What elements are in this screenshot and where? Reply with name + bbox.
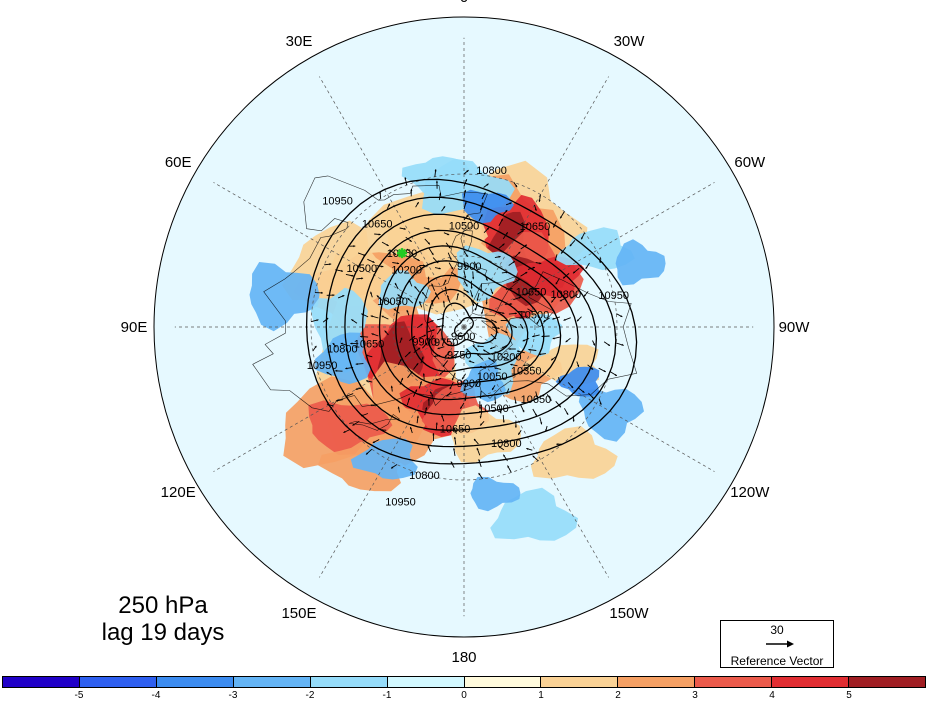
colorbar-swatch — [310, 677, 388, 687]
colorbar-swatch — [772, 677, 850, 687]
longitude-label: 0 — [460, 0, 468, 6]
longitude-label: 90E — [121, 319, 148, 336]
lag-text: lag 19 days — [101, 619, 225, 646]
colorbar-swatch — [387, 677, 465, 687]
contour-label: 10800 — [476, 165, 507, 177]
reference-vector-box: 30 Reference Vector — [720, 620, 834, 668]
contour-label: 9600 — [451, 331, 475, 343]
colorbar-tick-label: -3 — [228, 690, 238, 701]
longitude-labels: 0 30W 60W 90W 120W 150W 180 150E 120E 90E 60E 30E — [121, 0, 811, 666]
colorbar-tick-label: 0 — [461, 690, 467, 701]
contour-label: 9750 — [434, 337, 458, 349]
longitude-label: 120W — [730, 484, 770, 501]
contour-label: 9900 — [457, 378, 481, 390]
contour-label: 10200 — [491, 352, 522, 364]
contour-label: 10650 — [520, 221, 551, 233]
longitude-label: 120E — [161, 484, 196, 501]
reference-vector-value: 30 — [770, 623, 784, 637]
contour-label: 10500 — [347, 263, 378, 275]
longitude-label: 30E — [286, 33, 313, 50]
colorbar-swatch — [464, 677, 542, 687]
colorbar-tick-label: -4 — [151, 690, 161, 701]
panel-title: 250 hPa lag 19 days — [98, 592, 228, 646]
reference-arrow-icon — [766, 640, 794, 648]
colorbar-tick-label: -5 — [74, 690, 84, 701]
longitude-label: 30W — [614, 33, 646, 50]
longitude-label: 180 — [451, 649, 476, 666]
contour-label: 10650 — [521, 394, 552, 406]
colorbar-tick-label: 1 — [538, 690, 544, 701]
longitude-label: 60E — [165, 154, 192, 171]
colorbar-swatch — [695, 677, 773, 687]
contour-label: 10500 — [449, 220, 480, 232]
contour-label: 10800 — [409, 470, 440, 482]
colorbar-tick-labels: -5 -4 -3 -2 -1 0 1 2 3 4 5 — [2, 690, 926, 702]
longitude-label: 150E — [281, 605, 316, 622]
contour-label: 9900 — [457, 261, 481, 273]
colorbar-tick-label: -1 — [382, 690, 392, 701]
contour-label: 9750 — [447, 349, 471, 361]
contour-label: 10200 — [391, 265, 422, 277]
colorbar-swatch — [3, 677, 80, 687]
contour-label: 10950 — [598, 290, 629, 302]
contour-label: 10800 — [551, 289, 582, 301]
longitude-label: 150W — [609, 605, 649, 622]
colorbar-swatch — [233, 677, 311, 687]
contour-label: 10050 — [477, 371, 508, 383]
colorbar-swatch — [541, 677, 619, 687]
contour-label: 10650 — [516, 286, 547, 298]
contour-label: 10650 — [362, 219, 393, 231]
colorbar-swatch — [156, 677, 234, 687]
contour-label: 10950 — [307, 360, 338, 372]
contour-label: 10800 — [327, 344, 358, 356]
colorbar — [2, 676, 926, 688]
longitude-label: 60W — [734, 154, 766, 171]
colorbar-tick-label: 3 — [692, 690, 698, 701]
contour-label: 10350 — [511, 366, 542, 378]
contour-label: 10050 — [377, 296, 408, 308]
colorbar-tick-label: 4 — [769, 690, 775, 701]
contour-label: 10950 — [322, 196, 353, 208]
colorbar-tick-label: -2 — [305, 690, 315, 701]
colorbar-tick-label: 5 — [846, 690, 852, 701]
pressure-level-text: 250 hPa — [118, 592, 208, 619]
colorbar-swatch — [618, 677, 696, 687]
reference-vector-label: Reference Vector — [730, 654, 824, 668]
location-marker — [397, 248, 408, 259]
longitude-label: 90W — [779, 319, 811, 336]
colorbar-swatch — [849, 677, 926, 687]
contour-label: 9900 — [412, 336, 436, 348]
contour-label: 10500 — [519, 310, 550, 322]
contour-label: 10650 — [354, 339, 385, 351]
location-star-icon — [397, 248, 408, 259]
wind-vectors — [310, 169, 624, 480]
height-contours — [305, 178, 638, 465]
contour-label: 10800 — [491, 438, 522, 450]
contour-label: 10500 — [478, 403, 509, 415]
contour-labels: 1080010650109501050010650103501020010500… — [307, 165, 629, 508]
contour-label: 10950 — [385, 496, 416, 508]
colorbar-swatch — [79, 677, 157, 687]
contour-label: 10650 — [440, 423, 471, 435]
colorbar-tick-label: 2 — [615, 690, 621, 701]
map-boundary — [153, 16, 775, 638]
